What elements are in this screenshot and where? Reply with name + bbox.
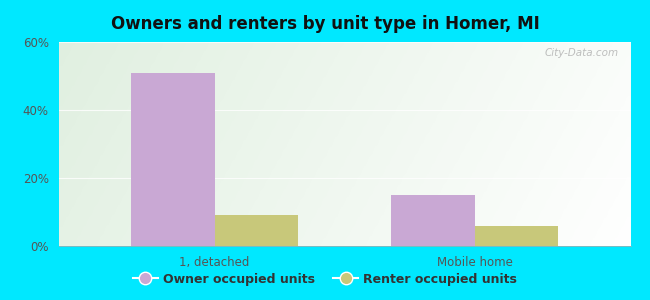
Bar xyxy=(131,73,214,246)
Legend: Owner occupied units, Renter occupied units: Owner occupied units, Renter occupied un… xyxy=(127,268,523,291)
Text: Owners and renters by unit type in Homer, MI: Owners and renters by unit type in Homer… xyxy=(111,15,540,33)
Bar xyxy=(214,215,298,246)
Bar xyxy=(391,195,474,246)
Bar xyxy=(474,226,558,246)
Text: City-Data.com: City-Data.com xyxy=(545,48,619,58)
